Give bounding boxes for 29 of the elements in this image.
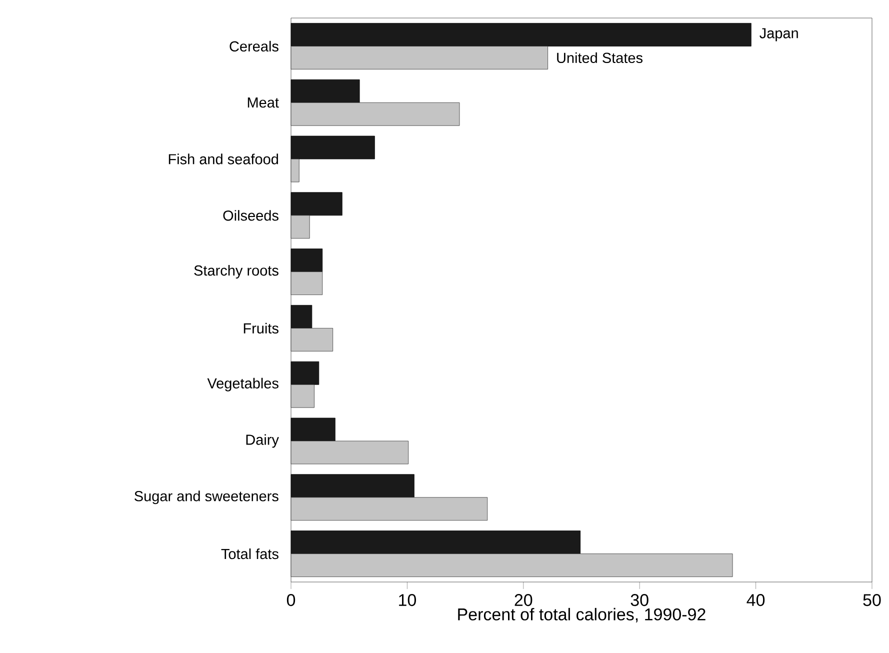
bar bbox=[290, 474, 414, 498]
x-tick-label: 10 bbox=[399, 594, 416, 606]
y-tick-label: Fish and seafood bbox=[168, 154, 278, 164]
series-label: United States bbox=[557, 52, 643, 64]
y-tick-label: Starchy roots bbox=[194, 265, 278, 279]
x-tick-label: 0 bbox=[286, 594, 296, 606]
y-tick-label: Sugar and sweeteners bbox=[134, 490, 278, 504]
bar bbox=[290, 530, 581, 554]
bar bbox=[290, 23, 752, 46]
y-tick-label: Cereals bbox=[230, 40, 278, 52]
bar bbox=[290, 418, 336, 442]
bar bbox=[290, 79, 360, 103]
x-tick-label: 40 bbox=[746, 594, 765, 606]
y-tick-label: Vegetables bbox=[207, 378, 278, 392]
series-label: Japan bbox=[760, 28, 798, 42]
bar bbox=[290, 136, 375, 160]
y-tick-label: Meat bbox=[248, 98, 279, 108]
x-tick-label: 20 bbox=[514, 594, 532, 606]
y-tick-label: Fruits bbox=[244, 322, 278, 334]
x-axis-title: Percent of total calories, 1990-92 bbox=[458, 608, 706, 622]
bar bbox=[290, 192, 342, 216]
y-tick-label: Oilseeds bbox=[223, 210, 278, 221]
x-tick-label: 30 bbox=[630, 594, 648, 606]
bar bbox=[290, 305, 312, 328]
y-tick-label: Total fats bbox=[221, 548, 278, 560]
bar bbox=[290, 248, 323, 272]
bar bbox=[290, 361, 320, 385]
x-tick-label: 50 bbox=[863, 594, 881, 606]
y-tick-label: Dairy bbox=[246, 434, 279, 448]
